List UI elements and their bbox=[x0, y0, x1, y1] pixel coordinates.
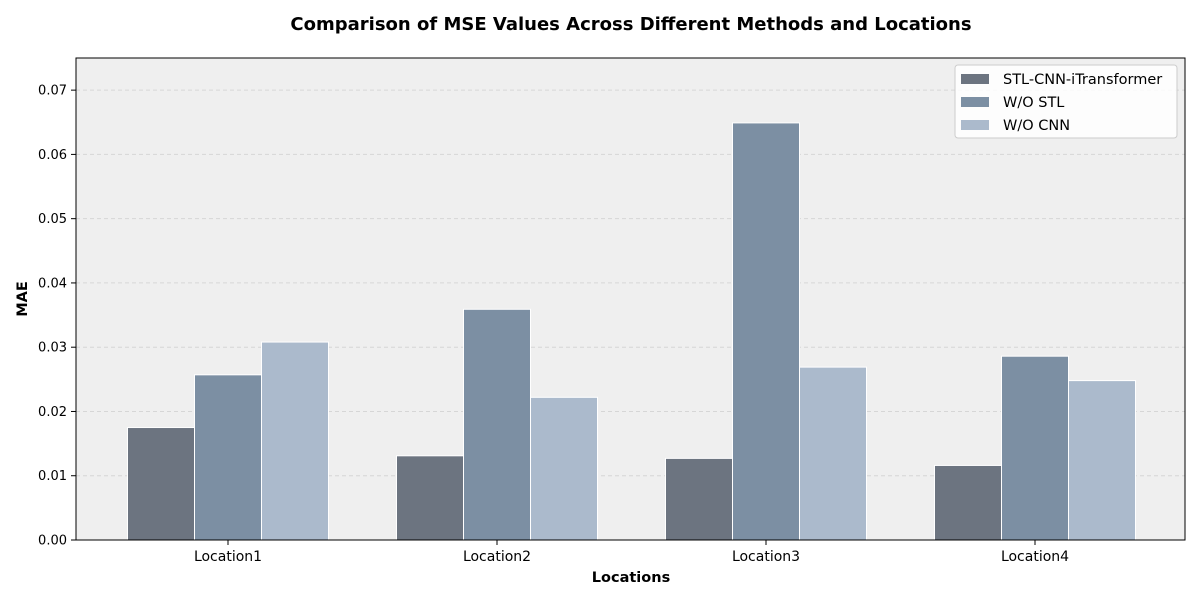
bar-w-o-cnn-location2 bbox=[530, 396, 598, 541]
chart-title: Comparison of MSE Values Across Differen… bbox=[290, 14, 971, 35]
y-tick-label: 0.00 bbox=[38, 534, 67, 549]
bar-w-o-cnn-location1 bbox=[261, 341, 329, 541]
legend-box bbox=[954, 64, 1178, 139]
bar-stl-cnn-itransformer-location2 bbox=[396, 455, 464, 541]
legend-label: STL-CNN-iTransformer bbox=[1003, 72, 1162, 88]
bar-w-o-stl-location1 bbox=[194, 374, 262, 541]
plot-frame bbox=[75, 57, 1186, 541]
x-tick-label: Location2 bbox=[463, 549, 531, 565]
legend-swatch bbox=[961, 74, 989, 84]
x-axis: Location1 Location2 Location3 Location4 bbox=[194, 540, 1069, 565]
legend-label: W/O STL bbox=[1003, 95, 1064, 111]
legend-label: W/O CNN bbox=[1003, 118, 1070, 134]
y-tick-label: 0.02 bbox=[38, 405, 67, 420]
bar-w-o-cnn-location4 bbox=[1068, 380, 1136, 541]
y-tick-label: 0.06 bbox=[38, 148, 67, 163]
bar-w-o-stl-location4 bbox=[1001, 355, 1069, 541]
legend: STL-CNN-iTransformer W/O STL W/O CNN bbox=[954, 64, 1178, 139]
y-axis-label: MAE bbox=[15, 281, 31, 317]
x-tick-label: Location4 bbox=[1001, 549, 1069, 565]
bar-w-o-stl-location3 bbox=[732, 122, 800, 541]
bar-w-o-cnn-location3 bbox=[799, 366, 867, 541]
y-tick-label: 0.01 bbox=[38, 469, 67, 484]
y-tick-label: 0.04 bbox=[38, 276, 67, 291]
legend-swatch bbox=[961, 97, 989, 107]
y-tick-label: 0.07 bbox=[38, 84, 67, 99]
bar-w-o-stl-location2 bbox=[463, 308, 531, 541]
y-tick-label: 0.05 bbox=[38, 212, 67, 227]
bar-stl-cnn-itransformer-location3 bbox=[665, 457, 733, 541]
bar-stl-cnn-itransformer-location4 bbox=[934, 464, 1002, 541]
bars bbox=[127, 122, 1136, 541]
bar-stl-cnn-itransformer-location1 bbox=[127, 427, 195, 541]
x-tick-label: Location1 bbox=[194, 549, 262, 565]
x-tick-label: Location3 bbox=[732, 549, 800, 565]
legend-swatch bbox=[961, 120, 989, 130]
y-axis: 0.00 0.01 0.02 0.03 0.04 0.05 0.06 0.07 bbox=[38, 84, 76, 549]
y-tick-label: 0.03 bbox=[38, 341, 67, 356]
x-axis-label: Locations bbox=[592, 570, 670, 586]
